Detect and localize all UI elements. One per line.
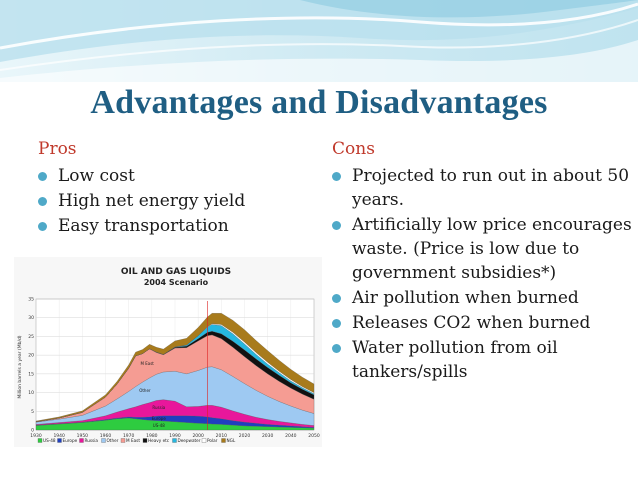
y-tick-label: 35 [28,297,34,303]
y-tick-label: 5 [31,409,34,415]
area-annotation: Russia [152,405,165,410]
cons-heading: Cons [332,139,375,159]
legend-swatch [37,438,43,443]
legend-swatch [172,438,177,443]
y-tick-label: 15 [28,371,34,377]
cons-item-text: Air pollution when burned [352,288,579,308]
bullet-icon [38,222,47,231]
legend-swatch [201,438,207,443]
bullet-icon [38,197,47,206]
list-item: Easy transportation [38,214,323,238]
legend-label: Russia [85,438,99,443]
legend-swatch [221,438,226,443]
list-item: Water pollution from oil tankers/spills [332,336,632,384]
y-tick-label: 0 [31,428,34,434]
list-item: High net energy yield [38,189,323,213]
bullet-icon [332,319,341,328]
oil-gas-chart-panel: OIL AND GAS LIQUIDS 2004 Scenario Millio… [14,257,322,447]
bullet-icon [332,344,341,353]
x-tick-label: 1970 [123,433,135,439]
cons-item-text: Releases CO2 when burned [352,313,591,333]
legend-swatch [120,438,126,443]
cons-item-text: Water pollution from oil tankers/spills [352,338,558,382]
x-tick-label: 1980 [146,433,158,439]
pros-heading: Pros [38,139,77,159]
list-item: Projected to run out in about 50 years. [332,164,632,212]
legend-label: M East [126,438,140,443]
slide-title: Advantages and Disadvantages [90,84,548,121]
area-annotation: Europe [152,416,167,421]
oil-gas-chart: OIL AND GAS LIQUIDS 2004 Scenario Millio… [17,267,320,444]
x-tick-label: 2040 [285,433,297,439]
bullet-icon [332,221,341,230]
cons-column: Cons Projected to run out in about 50 ye… [332,138,632,385]
y-tick-label: 10 [28,390,34,396]
bullet-icon [332,294,341,303]
list-item: Releases CO2 when burned [332,311,632,335]
legend-label: Heavy etc [148,438,170,443]
cons-item-text: Projected to run out in about 50 years. [352,166,630,210]
area-annotation: Other [139,388,151,393]
area-annotation: M East [141,361,155,366]
list-item: Low cost [38,164,323,188]
legend-label: Europe [63,438,78,443]
area-annotation: US-48 [153,423,165,428]
x-tick-label: 1950 [77,433,89,439]
bullet-icon [38,172,47,181]
legend-swatch [79,438,84,443]
legend-label: Deepwater [178,438,201,443]
list-item: Air pollution when burned [332,286,632,310]
pros-item-text: High net energy yield [58,191,246,211]
plot-area: 0 5 10 15 20 25 30 35 1930 1940 1950 1960 1970 1980 19… [28,297,320,444]
legend-label: Polar [207,438,218,443]
pros-list: Low cost High net energy yield Easy tran… [38,164,323,238]
x-tick-label: 2030 [262,433,274,439]
pros-item-text: Low cost [58,166,135,186]
x-tick-label: 1960 [100,433,112,439]
legend-label: US-48 [43,438,56,443]
x-tick-label: 2000 [192,433,204,439]
cons-item-text: Artificially low price encourages waste.… [352,215,632,283]
x-tick-label: 2050 [308,433,320,439]
legend-swatch [142,438,148,443]
y-tick-label: 25 [28,334,34,340]
chart-title: OIL AND GAS LIQUIDS [121,267,231,277]
pros-column: Pros Low cost High net energy yield Easy… [38,138,323,239]
bullet-icon [332,172,341,181]
x-tick-label: 1930 [30,433,42,439]
x-tick-label: 1940 [53,433,65,439]
y-tick-label: 30 [28,315,34,321]
area-ngl [35,313,315,422]
chart-ylabel: Million barrels a year (Mb/d) [17,335,23,398]
legend-swatch [57,438,62,443]
cons-list: Projected to run out in about 50 years. … [332,164,632,384]
chart-subtitle: 2004 Scenario [144,278,209,287]
header-banner [0,0,638,82]
legend-swatch [101,438,106,443]
pros-item-text: Easy transportation [58,216,229,236]
y-tick-label: 20 [28,353,34,359]
x-tick-label: 2020 [239,433,251,439]
legend-label: NGL [227,438,236,443]
x-tick-label: 1990 [169,433,181,439]
legend-label: Other [107,438,119,443]
x-tick-label: 2010 [216,433,228,439]
list-item: Artificially low price encourages waste.… [332,213,632,285]
